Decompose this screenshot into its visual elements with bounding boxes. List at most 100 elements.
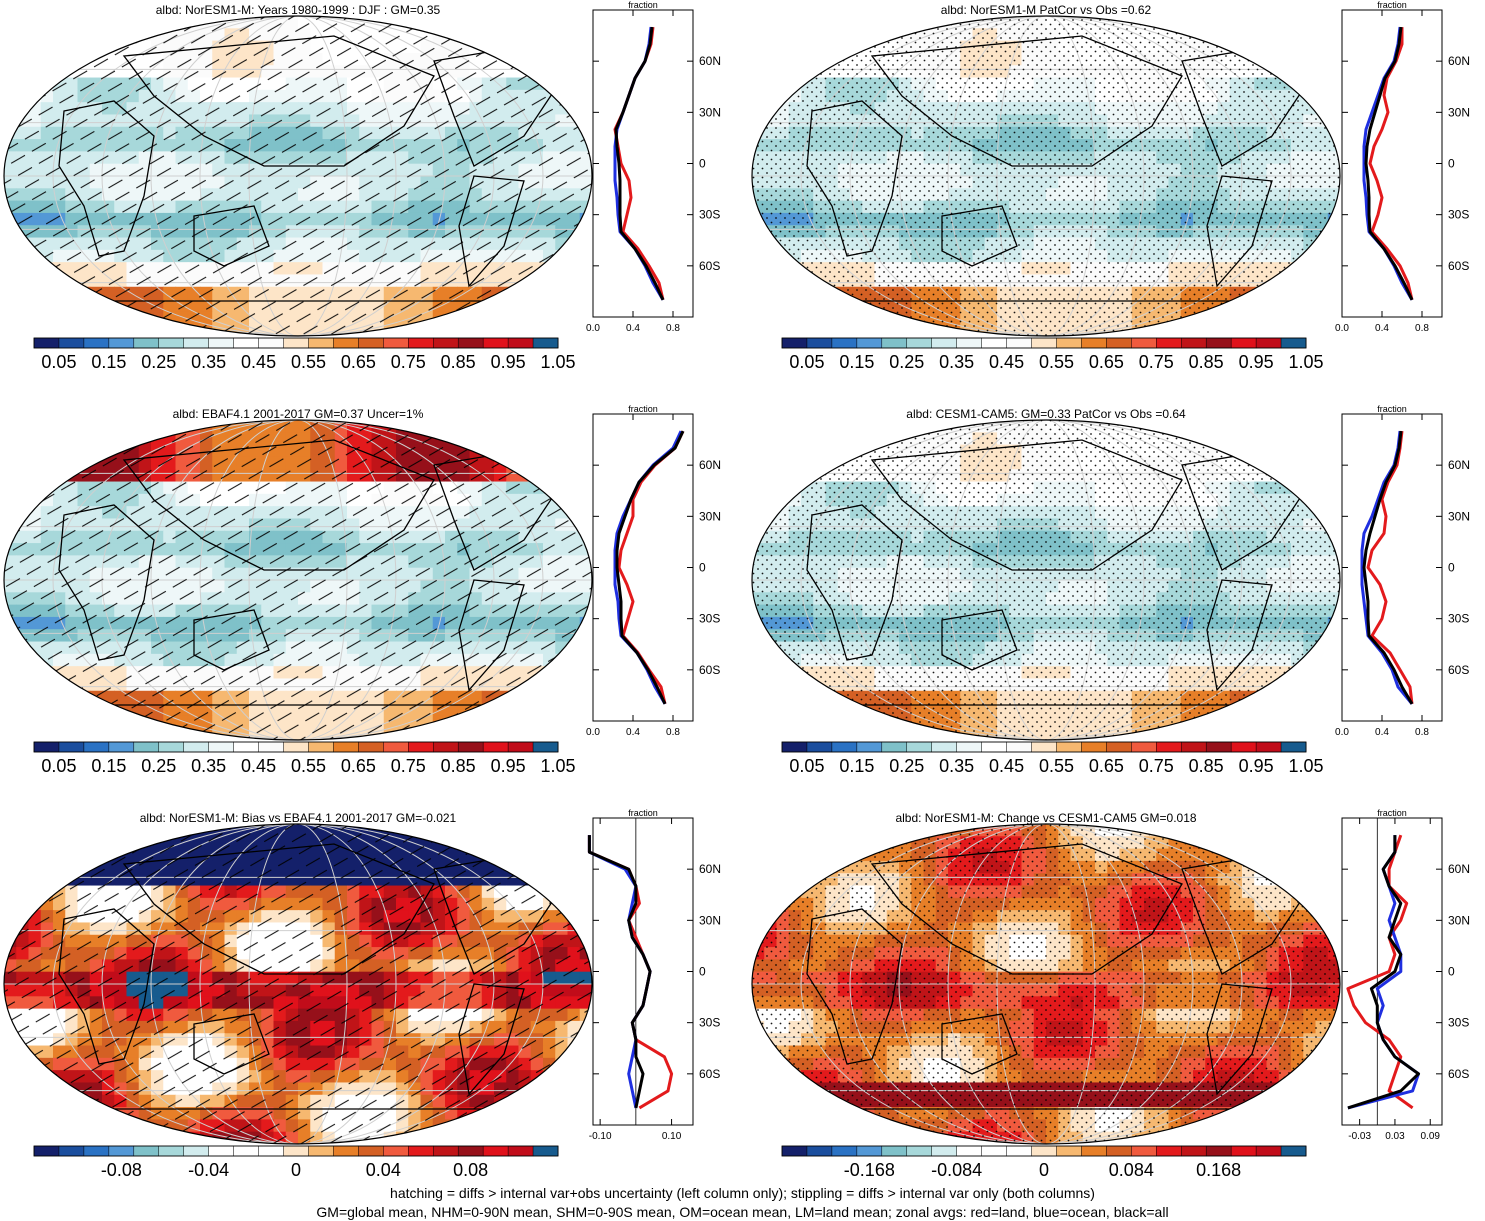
profile-y-tick: 60N [1448, 862, 1470, 876]
colorbar-swatch [184, 338, 209, 348]
colorbar-swatch [408, 742, 433, 752]
profile-y-tick: 60S [699, 1067, 720, 1081]
footnote-line-1: hatching = diffs > internal var+obs unce… [0, 1184, 1485, 1202]
colorbar-swatch [1256, 1146, 1281, 1156]
profile-x-tick: -0.03 [1348, 1131, 1371, 1142]
colorbar-label: 1.05 [1288, 756, 1323, 776]
colorbar-swatch [34, 742, 59, 752]
colorbar-swatch [134, 338, 159, 348]
profile-y-tick: 0 [699, 965, 706, 979]
profile-y-tick: 0 [1448, 965, 1455, 979]
colorbar-label: 0.55 [291, 352, 326, 372]
map-title: albd: NorESM1-M: Years 1980-1999 : DJF :… [156, 3, 441, 17]
colorbar-swatch [1156, 742, 1181, 752]
colorbar-label: 0.75 [1139, 756, 1174, 776]
colorbar-label: -0.04 [188, 1160, 229, 1180]
colorbar-swatch [59, 1146, 84, 1156]
map-field [4, 16, 593, 337]
profile-y-tick: 60N [1448, 54, 1470, 68]
colorbar-swatch [483, 1146, 508, 1156]
profile-y-tick: 0 [699, 561, 706, 575]
colorbar-swatch [458, 338, 483, 348]
colorbar-swatch [433, 742, 458, 752]
colorbar-label: 0 [291, 1160, 301, 1180]
colorbar-swatch [1281, 742, 1306, 752]
map-title: albd: CESM1-CAM5: GM=0.33 PatCor vs Obs … [906, 407, 1186, 421]
colorbar-label: 0.55 [1039, 352, 1074, 372]
profile-x-tick: 0.0 [586, 727, 600, 738]
colorbar-label: 0.95 [1239, 756, 1274, 776]
colorbar-label: 0.084 [1109, 1160, 1154, 1180]
map-field [4, 824, 593, 1145]
colorbar-swatch [1131, 1146, 1156, 1156]
colorbar-label: 0.08 [453, 1160, 488, 1180]
profile-y-tick: 60N [1448, 458, 1470, 472]
colorbar-swatch [882, 1146, 907, 1156]
colorbar-label: 0.35 [191, 756, 226, 776]
colorbar-swatch [1206, 338, 1231, 348]
colorbar-label: 0.95 [491, 756, 526, 776]
colorbar-swatch [34, 338, 59, 348]
profile-x-tick: 0.10 [662, 1131, 682, 1142]
colorbar-label: 0.65 [341, 756, 376, 776]
colorbar-swatch [533, 1146, 558, 1156]
colorbar-swatch [234, 742, 259, 752]
colorbar-swatch [957, 1146, 982, 1156]
colorbar-label: -0.168 [844, 1160, 895, 1180]
colorbar-swatch [184, 742, 209, 752]
colorbar-label: 0.15 [839, 756, 874, 776]
colorbar-swatch [209, 742, 234, 752]
colorbar-label: 1.05 [1288, 352, 1323, 372]
colorbar-swatch [832, 1146, 857, 1156]
map-field [752, 824, 1341, 1145]
colorbar-swatch [1056, 338, 1081, 348]
colorbar-swatch [259, 338, 284, 348]
colorbar-swatch [782, 742, 807, 752]
profile-title: fraction [1377, 404, 1407, 414]
colorbar-label: 1.05 [540, 352, 575, 372]
profile-y-tick: 60N [699, 862, 721, 876]
colorbar-label: 0.05 [41, 352, 76, 372]
colorbar-swatch [533, 742, 558, 752]
profile-x-tick: 0.0 [1335, 323, 1349, 334]
colorbar-swatch [832, 742, 857, 752]
profile-y-tick: 30S [699, 1016, 720, 1030]
colorbar-swatch [84, 742, 109, 752]
profile-y-tick: 30N [699, 913, 721, 927]
colorbar-swatch [333, 742, 358, 752]
profile-x-tick: 0.0 [1335, 727, 1349, 738]
profile-y-tick: 0 [699, 157, 706, 171]
map-title: albd: EBAF4.1 2001-2017 GM=0.37 Uncer=1% [173, 407, 424, 421]
profile-title: fraction [1377, 808, 1407, 818]
colorbar-label: 0.65 [1089, 756, 1124, 776]
colorbar-swatch [34, 1146, 59, 1156]
profile-y-tick: 60S [1448, 259, 1469, 273]
colorbar-swatch [1156, 338, 1181, 348]
profile-title: fraction [628, 0, 658, 10]
colorbar-swatch [1281, 1146, 1306, 1156]
colorbar-label: 0.35 [191, 352, 226, 372]
colorbar-label: 0.75 [1139, 352, 1174, 372]
colorbar-swatch [209, 1146, 234, 1156]
colorbar-swatch [483, 742, 508, 752]
colorbar-swatch [1007, 1146, 1032, 1156]
map-field [752, 16, 1341, 337]
colorbar-swatch [358, 1146, 383, 1156]
colorbar-swatch [1181, 1146, 1206, 1156]
map-title: albd: NorESM1-M: Change vs CESM1-CAM5 GM… [895, 811, 1196, 825]
colorbar-swatch [259, 742, 284, 752]
colorbar-label: 0.95 [1239, 352, 1274, 372]
profile-y-tick: 60N [699, 54, 721, 68]
colorbar-label: 0.55 [291, 756, 326, 776]
colorbar-swatch [807, 1146, 832, 1156]
colorbar-swatch [533, 338, 558, 348]
profile-y-tick: 60S [1448, 663, 1469, 677]
colorbar-swatch [1231, 742, 1256, 752]
panel-p5: albd: NorESM1-M: Bias vs EBAF4.1 2001-20… [4, 808, 721, 1180]
colorbar-swatch [184, 1146, 209, 1156]
